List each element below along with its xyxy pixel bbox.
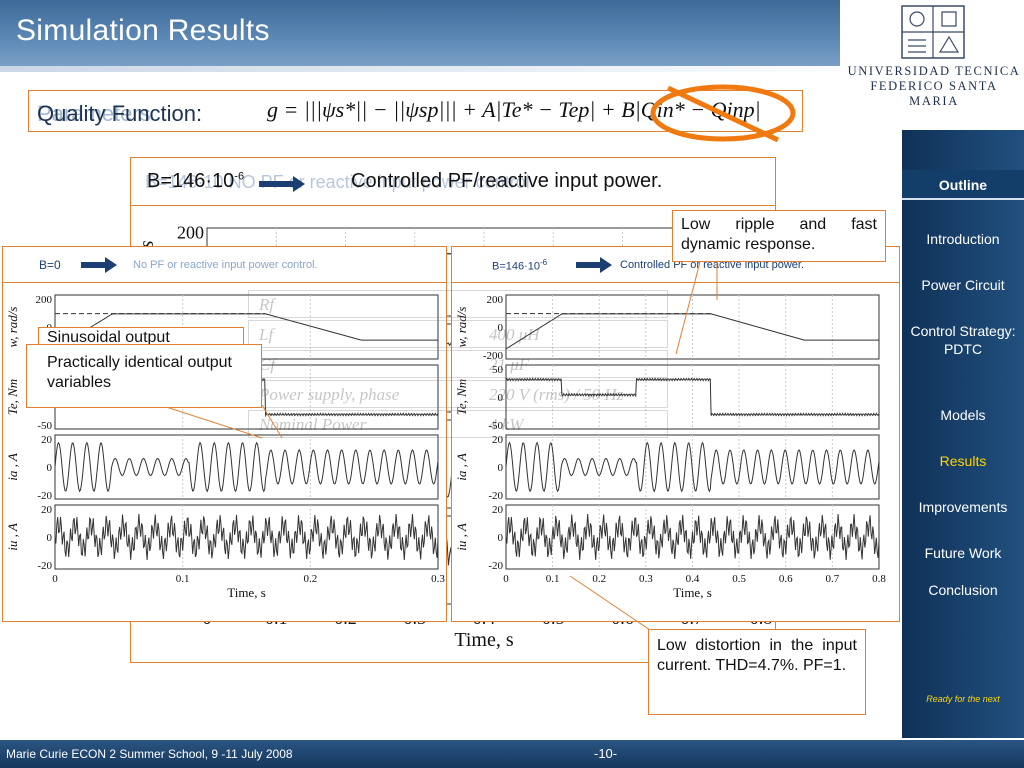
x-tick-label: 0.3 [639, 573, 653, 585]
footer-event: Marie Curie ECON 2 Summer School, 9 -11 … [6, 747, 293, 761]
center-header-text: Controlled PF/reactive input power. [351, 170, 663, 192]
x-tick-label: 0.6 [779, 573, 793, 585]
signal-trace [54, 513, 439, 561]
y-axis-label: iu , A [454, 523, 469, 551]
center-b-value: B=146·10-6 [147, 170, 245, 192]
ripple-callout: Low ripple and fast dynamic response. [672, 210, 886, 262]
y-tick-label: 20 [41, 434, 53, 446]
y-tick-label: 0 [498, 462, 504, 474]
y-tick-label: -20 [37, 560, 52, 572]
quality-function-formula: g = |||ψs*|| − ||ψsp||| + A|Te* − Tep| +… [267, 97, 761, 122]
y-tick-label: 20 [492, 504, 504, 516]
page-title: Simulation Results [16, 14, 270, 47]
x-tick-label: 0.1 [546, 573, 560, 585]
y-tick-label: 200 [36, 294, 53, 306]
strike-out-circle-icon [650, 84, 796, 143]
nav-item-conclusion[interactable]: Conclusion [928, 582, 998, 598]
university-name-line1: UNIVERSIDAD TECNICA [847, 64, 1021, 78]
right-results-panel: B=146·10-6 Controlled PF or reactive inp… [451, 246, 900, 622]
x-axis-label: Time, s [454, 629, 514, 651]
y-tick-label: -200 [483, 350, 504, 362]
y-tick-label: 0 [498, 532, 504, 544]
nav-item-power-circuit[interactable]: Power Circuit [921, 277, 1005, 293]
x-tick-label: 0 [52, 573, 58, 585]
y-axis-label: Te, Nm [5, 379, 20, 415]
university-name-line2: FEDERICO SANTA MARIA [870, 79, 998, 108]
y-axis-label: w, rad/s [454, 307, 469, 348]
left-b-value: B=0 [39, 258, 61, 272]
y-tick-label: 0 [47, 532, 53, 544]
y-axis-label: w, rad/s [5, 307, 20, 348]
signal-trace [505, 513, 880, 561]
university-logo: UNIVERSIDAD TECNICA FEDERICO SANTA MARIA [840, 0, 1024, 130]
nav-item-introduction[interactable]: Introduction [926, 231, 1000, 247]
outline-sidebar: Outline Introduction Power Circuit Contr… [902, 130, 1024, 738]
outline-heading: Outline [938, 177, 988, 193]
left-arrow-icon [81, 257, 117, 273]
y-tick-label: -50 [488, 420, 503, 432]
x-tick-label: 0 [503, 573, 509, 585]
right-plot-area: 200 0 -200 w, rad/s 50 0 -50 Te, Nm 20 0 -20 ia , A… [452, 283, 899, 621]
y-tick-label: 20 [41, 504, 53, 516]
nav-item-results[interactable]: Results [939, 453, 987, 469]
x-tick-label: 0.7 [826, 573, 840, 585]
y-tick-label: 0 [47, 462, 53, 474]
quality-function-label: Quality Function: [37, 101, 203, 126]
left-panel-header: B=0 No PF or reactive input power contro… [3, 247, 446, 283]
signal-trace [505, 441, 880, 493]
y-tick-label: 200 [177, 222, 204, 242]
y-tick-label: -20 [488, 490, 503, 502]
x-tick-label: 0.4 [686, 573, 700, 585]
page-number: -10- [594, 746, 618, 761]
x-axis-label: Time, s [673, 585, 712, 600]
x-tick-label: 0.5 [732, 573, 746, 585]
signal-trace [54, 313, 438, 350]
x-tick-label: 0.2 [303, 573, 317, 585]
y-tick-label: 50 [492, 364, 504, 376]
right-header-text: Controlled PF or reactive input power. [620, 259, 805, 271]
nav-item-models[interactable]: Models [940, 407, 986, 423]
university-crest-icon [901, 5, 965, 59]
y-tick-label: 0 [498, 392, 504, 404]
y-axis-label: iu , A [5, 523, 20, 551]
nav-item-improvements[interactable]: Improvements [918, 499, 1008, 515]
y-tick-label: 200 [487, 294, 504, 306]
quality-function-box: Parameters Quality Function: g = |||ψs*|… [28, 90, 803, 132]
x-axis-label: Time, s [227, 585, 266, 600]
y-tick-label: 20 [492, 434, 504, 446]
x-tick-label: 0.3 [431, 573, 445, 585]
left-header-text: No PF or reactive input power control. [133, 259, 318, 271]
center-ghost-header: B=146·10 NO PF or reactive input power c… [145, 172, 530, 192]
x-tick-label: 0.1 [176, 573, 190, 585]
header-stripe [0, 66, 900, 72]
y-axis-label: ia , A [5, 453, 20, 481]
center-arrow-icon [259, 176, 305, 192]
nav-item-control-strategy[interactable]: Control Strategy: PDTC [910, 323, 1016, 357]
slide-footer: Marie Curie ECON 2 Summer School, 9 -11 … [0, 740, 1024, 768]
y-axis-label: ia , A [454, 453, 469, 481]
center-panel-header: B=146·10 NO PF or reactive input power c… [131, 158, 775, 206]
nav-item-future-work[interactable]: Future Work [924, 545, 1002, 561]
right-arrow-icon [576, 257, 612, 273]
signal-trace [505, 377, 880, 417]
signal-trace [54, 441, 439, 493]
x-tick-label: 0.2 [592, 573, 606, 585]
sidebar-note: Ready for the next [926, 694, 1000, 704]
y-tick-label: 0 [498, 322, 504, 334]
y-axis-label: Te, Nm [454, 379, 469, 415]
x-tick-label: 0.8 [872, 573, 886, 585]
identical-outputs-callout: Practically identical output variables [26, 344, 262, 408]
parameters-ghost-text: Parameters [37, 101, 151, 126]
y-tick-label: -20 [37, 490, 52, 502]
left-results-panel: B=0 No PF or reactive input power contro… [2, 246, 447, 622]
low-distortion-callout: Low distortion in the input current. THD… [648, 629, 866, 715]
sidebar-heading: Outline [902, 170, 1024, 200]
y-tick-label: -50 [37, 420, 52, 432]
right-b-value: B=146·10-6 [492, 258, 548, 273]
y-tick-label: -20 [488, 560, 503, 572]
